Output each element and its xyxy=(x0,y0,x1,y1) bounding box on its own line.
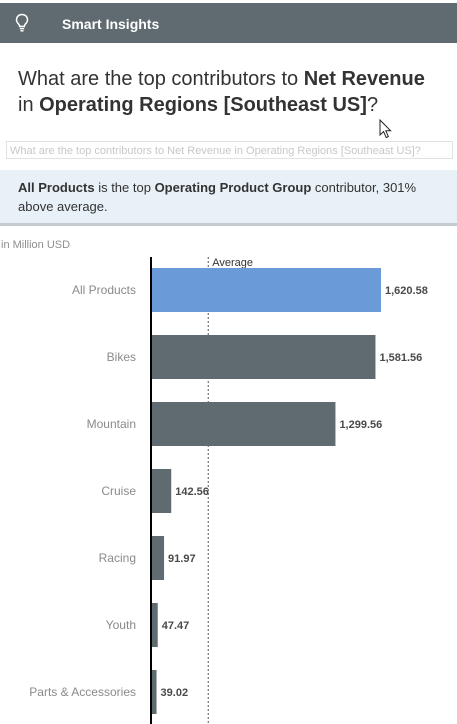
question-text: ? xyxy=(366,94,379,116)
question-member: [Southeast US] xyxy=(223,94,367,116)
mouse-cursor-icon xyxy=(379,119,392,139)
average-label: Average xyxy=(212,257,253,269)
question-text: What are the top contributors to xyxy=(18,68,304,90)
bar xyxy=(151,536,165,580)
header-bar: Smart Insights xyxy=(0,3,457,43)
category-label: Mountain xyxy=(87,417,136,431)
bar xyxy=(151,335,376,379)
summary-top-member: All Products xyxy=(18,180,95,195)
question-tooltip: What are the top contributors to Net Rev… xyxy=(6,141,453,159)
summary-text: contributor, 301% above average. xyxy=(18,180,417,214)
value-label: 91.97 xyxy=(168,553,196,565)
insight-summary: All Products is the top Operating Produc… xyxy=(0,170,457,226)
bar xyxy=(151,268,381,312)
value-label: 47.47 xyxy=(162,620,190,632)
header-title: Smart Insights xyxy=(62,16,160,32)
value-label: 1,581.56 xyxy=(379,352,422,364)
category-label: Bikes xyxy=(107,350,136,364)
bar xyxy=(151,469,172,513)
question-measure: Net Revenue xyxy=(303,68,425,90)
value-label: 1,620.58 xyxy=(385,285,428,297)
category-label: Youth xyxy=(106,618,136,632)
value-label: 1,299.56 xyxy=(339,419,382,431)
bar xyxy=(151,402,336,446)
value-label: 39.02 xyxy=(161,687,189,699)
question-text: in xyxy=(18,94,40,116)
summary-text: is the top xyxy=(94,180,155,195)
bar xyxy=(151,670,157,714)
bar-chart: Average All Products 1,620.58 Bikes 1,581.56… xyxy=(29,257,428,724)
category-label: Parts & Accessories xyxy=(29,685,136,699)
question-dimension: Operating Regions xyxy=(39,94,219,116)
category-label: All Products xyxy=(72,283,136,297)
lightbulb-icon xyxy=(15,13,29,32)
category-label: Racing xyxy=(99,551,136,565)
chart-unit-label: in Million USD xyxy=(1,239,71,251)
category-label: Cruise xyxy=(101,484,136,498)
question-heading: What are the top contributors to Net Rev… xyxy=(18,66,438,118)
summary-dimension: Operating Product Group xyxy=(154,180,312,195)
bar xyxy=(151,603,158,647)
value-label: 142.56 xyxy=(175,486,209,498)
